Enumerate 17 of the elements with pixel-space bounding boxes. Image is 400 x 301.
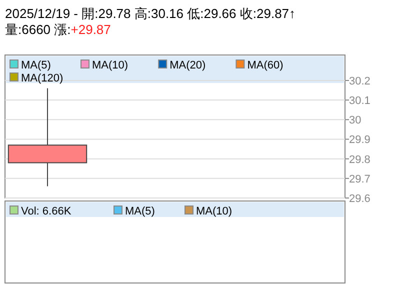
- y-tick-label: 30: [349, 114, 362, 127]
- legend-label: MA(5): [21, 60, 51, 72]
- legend-label: MA(5): [125, 206, 155, 218]
- legend-label: MA(10): [92, 60, 128, 72]
- chart-title: 2025/12/19 - 開:29.78 高:30.16 低:29.66 收:29.87↑: [5, 6, 296, 21]
- y-tick-label: 29.9: [349, 134, 370, 146]
- y-tick-label: 29.8: [349, 154, 370, 166]
- legend-label: MA(10): [196, 206, 232, 218]
- legend-label: MA(20): [170, 60, 206, 72]
- legend-label: MA(60): [247, 60, 284, 72]
- legend-label: MA(120): [21, 72, 64, 84]
- y-tick-label: 30.2: [349, 75, 370, 88]
- y-tick-label: 29.6: [349, 193, 370, 205]
- legend-label: Vol: 6.66K: [21, 206, 72, 218]
- y-tick-label: 29.7: [349, 173, 370, 186]
- y-tick-label: 30.1: [349, 95, 370, 108]
- chart-subtitle: 量:6660 漲:+29.87: [5, 22, 111, 37]
